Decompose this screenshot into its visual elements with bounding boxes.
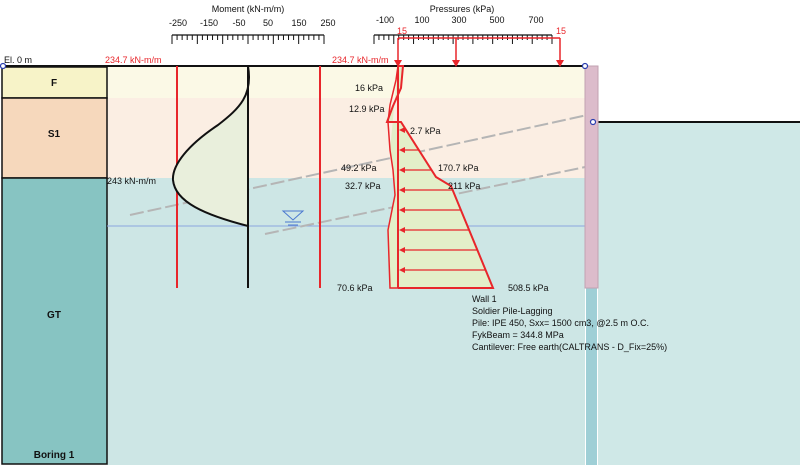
pressure-area [387, 67, 493, 288]
moment-curve [171, 65, 251, 227]
pressure-arrow-head [399, 227, 405, 233]
pressure-tick-label: 500 [489, 15, 504, 25]
pressure-label-32-7: 32.7 kPa [345, 181, 381, 191]
pressure-label-12-9: 12.9 kPa [349, 104, 385, 114]
boring-layer-s1 [1, 97, 108, 179]
pressure-outline-passive [387, 65, 399, 289]
pressure-arrows [399, 127, 486, 273]
elevation-label: El. 0 m [4, 55, 32, 65]
pressure-arrow-head [399, 187, 405, 193]
wall-body [584, 65, 599, 289]
wall-info-type: Soldier Pile-Lagging [472, 306, 553, 316]
wall-info-name: Wall 1 [472, 294, 497, 304]
pressure-tick-label: 700 [528, 15, 543, 25]
pressure-arrow-head [399, 167, 405, 173]
pressure-outline-active [385, 65, 495, 289]
moment-limit-left-label: 234.7 kN-m/m [105, 55, 162, 65]
fill-zone-f [107, 67, 585, 98]
surcharge-load [394, 37, 564, 67]
moment-axis-title: Moment (kN-m/m) [212, 4, 285, 14]
wall-info-pile: Pile: IPE 450, Sxx= 1500 cm3, @2.5 m O.C… [472, 318, 649, 328]
water-table-icon [281, 210, 305, 226]
surcharge-right-value: 15 [556, 26, 566, 36]
pressure-arrow-head [399, 267, 405, 273]
right-soil-zone [598, 122, 800, 465]
moment-tick-label: -150 [200, 18, 218, 28]
pressure-label-70-6: 70.6 kPa [337, 283, 373, 293]
wall-node-top [581, 62, 589, 70]
surcharge-left-value: 15 [397, 26, 407, 36]
moment-tick-label: -250 [169, 18, 187, 28]
pressure-tick-label: 300 [451, 15, 466, 25]
boring-layer-gt [1, 177, 108, 465]
pressure-label-16: 16 kPa [355, 83, 383, 93]
layer-label-gt: GT [47, 310, 61, 321]
pressure-arrow-head [399, 207, 405, 213]
moment-tick-label: 150 [291, 18, 306, 28]
wall-info-cantilever: Cantilever: Free earth(CALTRANS - D_Fix=… [472, 342, 667, 352]
boring-name: Boring 1 [34, 450, 75, 461]
pressure-axis: -100 100 300 500 700 [373, 15, 553, 44]
pressure-tick-label: -100 [376, 15, 394, 25]
moment-axis: -250 -150 -50 50 150 250 [169, 18, 336, 44]
wall-body-lower [586, 288, 597, 465]
layer-label-f: F [51, 78, 57, 89]
pressure-arrow-head [399, 247, 405, 253]
pressure-label-170-7: 170.7 kPa [438, 163, 479, 173]
ground-node-left [0, 62, 7, 70]
pressure-arrow-head [399, 147, 405, 153]
layer-label-s1: S1 [48, 129, 61, 140]
moment-tick-label: 250 [320, 18, 335, 28]
pressure-label-2-7: 2.7 kPa [410, 126, 441, 136]
wall-node-excavation [589, 118, 597, 126]
moment-tick-label: 50 [263, 18, 273, 28]
moment-area [172, 66, 250, 226]
pressure-label-508-5: 508.5 kPa [508, 283, 549, 293]
moment-limit-right-label: 234.7 kN-m/m [332, 55, 389, 65]
pressure-label-49-2: 49.2 kPa [341, 163, 377, 173]
moment-max-label: 243 kN-m/m [107, 176, 156, 186]
wall-info-fyk: FykBeam = 344.8 MPa [472, 330, 564, 340]
pressure-label-211: 211 kPa [448, 181, 480, 191]
pressure-tick-label: 100 [414, 15, 429, 25]
moment-tick-label: -50 [232, 18, 245, 28]
pressure-arrow-head [399, 127, 405, 133]
pressure-axis-title: Pressures (kPa) [430, 4, 495, 14]
